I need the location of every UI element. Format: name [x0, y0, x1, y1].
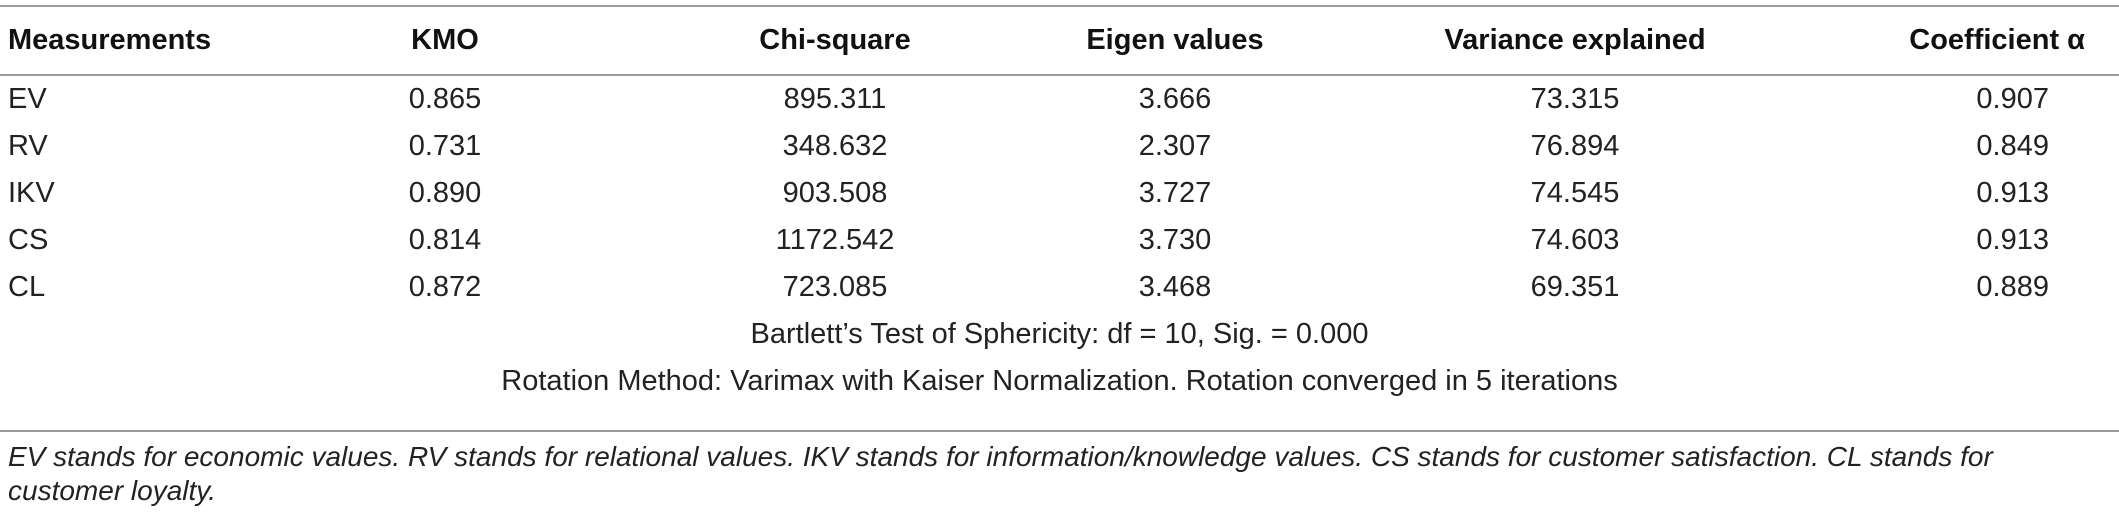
chi-square-cell: 895.311	[783, 83, 887, 115]
alpha-cell: 0.849	[1976, 130, 2049, 162]
kmo-cell: 0.872	[408, 271, 482, 303]
eigen-value-cell: 3.727	[1138, 177, 1212, 209]
chi-square-cell: 903.508	[782, 177, 888, 209]
header-kmo: KMO	[411, 23, 479, 56]
results-table: Measurements KMO Chi-square Eigen values…	[0, 6, 2119, 405]
alpha-cell: 0.913	[1976, 177, 2049, 209]
chi-square-cell: 723.085	[782, 271, 888, 303]
rotation-method-text: Rotation Method: Varimax with Kaiser Nor…	[501, 365, 1618, 397]
row-label: EV	[8, 83, 47, 115]
kmo-cell: 0.890	[408, 177, 482, 209]
variance-cell: 74.603	[1530, 224, 1620, 256]
table-row: CL 0.872 723.085 3.468 69.351 0.889	[0, 264, 2119, 311]
row-label: CS	[8, 224, 49, 256]
row-label: IKV	[8, 177, 55, 209]
table-row: EV 0.865 895.311 3.666 73.315 0.907	[0, 74, 2119, 123]
top-rule	[0, 5, 2119, 7]
alpha-cell: 0.907	[1976, 83, 2049, 115]
table-row: CS 0.814 1172.542 3.730 74.603 0.913	[0, 217, 2119, 264]
rotation-row: Rotation Method: Varimax with Kaiser Nor…	[0, 358, 2119, 405]
header-eigen-values: Eigen values	[1086, 23, 1264, 56]
chi-square-cell: 348.632	[782, 130, 888, 162]
chi-square-cell: 1172.542	[775, 224, 895, 256]
row-label: RV	[8, 130, 48, 162]
kmo-cell: 0.731	[408, 130, 482, 162]
variance-cell: 76.894	[1530, 130, 1620, 162]
bottom-rule	[0, 430, 2119, 432]
kmo-cell: 0.865	[408, 83, 482, 115]
variance-cell: 69.351	[1530, 271, 1620, 303]
table-footnote: EV stands for economic values. RV stands…	[8, 441, 1993, 506]
alpha-cell: 0.889	[1976, 271, 2049, 303]
table-row: RV 0.731 348.632 2.307 76.894 0.849	[0, 123, 2119, 170]
table-row: IKV 0.890 903.508 3.727 74.545 0.913	[0, 170, 2119, 217]
eigen-value-cell: 2.307	[1138, 130, 1212, 162]
bartlett-test-text: Bartlett’s Test of Sphericity: df = 10, …	[750, 318, 1369, 350]
header-rule	[0, 74, 2119, 76]
eigen-value-cell: 3.730	[1138, 224, 1212, 256]
header-variance-explained: Variance explained	[1444, 23, 1706, 56]
header-coefficient-alpha: Coefficient α	[1909, 23, 2085, 56]
header-measurements: Measurements	[8, 23, 212, 56]
row-label: CL	[8, 271, 46, 303]
bartlett-row: Bartlett’s Test of Sphericity: df = 10, …	[0, 311, 2119, 358]
header-chi-square: Chi-square	[759, 23, 911, 56]
header-row: Measurements KMO Chi-square Eigen values…	[0, 6, 2119, 74]
variance-cell: 73.315	[1530, 83, 1620, 115]
kmo-cell: 0.814	[408, 224, 482, 256]
eigen-value-cell: 3.666	[1138, 83, 1212, 115]
variance-cell: 74.545	[1530, 177, 1620, 209]
alpha-cell: 0.913	[1976, 224, 2049, 256]
eigen-value-cell: 3.468	[1138, 271, 1212, 303]
